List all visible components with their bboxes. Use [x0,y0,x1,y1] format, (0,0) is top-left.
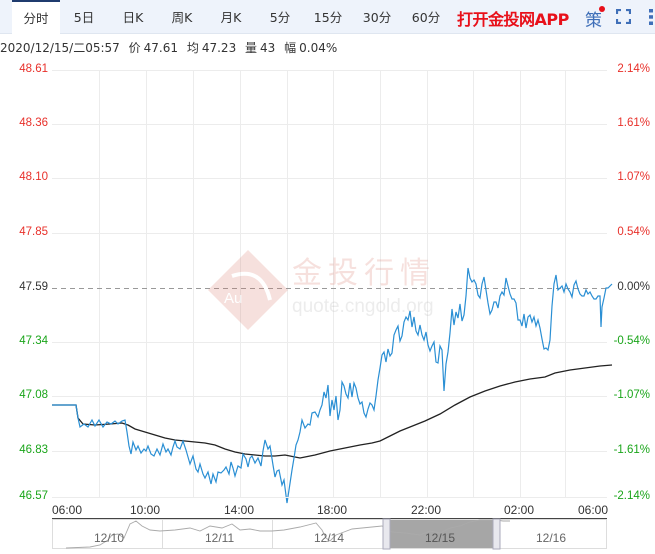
navigator-date-label: 12/14 [314,531,345,545]
y-axis-left-label: 48.36 [19,117,48,129]
tab-daily-k[interactable]: 日K [122,10,144,25]
navigator-selected-range[interactable] [386,520,496,548]
info-change-label: 幅 [284,41,297,55]
tab-5min[interactable]: 5分 [269,10,291,25]
x-axis-label: 06:00 [52,503,83,517]
info-price-label: 价 [128,41,141,55]
y-axis-right-label: -0.54% [613,335,650,347]
y-axis-right-label: -1.07% [613,389,650,401]
x-axis-label: 02:00 [504,503,535,517]
svg-text:金投行情: 金投行情 [292,256,436,291]
x-axis-label: 18:00 [317,503,348,517]
info-avg: 47.23 [201,41,237,55]
y-axis-left-label: 47.34 [19,335,48,347]
navigator-date-label: 12/15 [425,531,456,545]
x-axis-label: 22:00 [411,503,442,517]
y-axis-right-label: 1.61% [617,117,650,129]
y-axis-left-label: 46.83 [19,444,48,456]
vertical-gridlines [99,70,566,497]
y-axis-right-label: -1.61% [613,444,650,456]
y-axis-left-label: 47.59 [19,281,48,293]
y-axis-right-label: 0.00% [617,281,650,293]
watermark: Au 金投行情 quote.cngold.org [208,250,436,330]
period-tab-bar: 分时 5日 日K 周K 月K 5分 15分 30分 60分 打开金投网APP 策 [0,0,655,34]
info-price: 47.61 [143,41,178,55]
navigator-date-label: 12/11 [205,531,235,545]
y-axis-left-label: 48.10 [19,171,48,183]
navigator-date-label: 12/16 [536,531,567,545]
x-axis-label: 10:00 [130,503,161,517]
quote-info-line: 2020/12/15/二05:57 价 47.61 均 47.23 量 43 幅 0.0… [0,39,342,56]
tab-monthly-k[interactable]: 月K [220,10,242,25]
y-axis-right-label: -2.14% [613,490,650,502]
y-axis-left-label: 48.61 [19,63,48,75]
average-price-line [52,364,613,459]
svg-text:quote.cngold.org: quote.cngold.org [292,296,434,317]
more-vertical-icon[interactable] [649,9,653,25]
info-datetime: 2020/12/15/二05:57 [0,41,120,55]
tab-weekly-k[interactable]: 周K [171,10,193,25]
y-axis-right-label: 0.54% [617,226,650,238]
x-axis-label: 14:00 [224,503,255,517]
y-axis-left-label: 47.85 [19,226,48,238]
price-line [52,267,613,504]
strategy-icon[interactable]: 策 [585,11,602,31]
fullscreen-icon[interactable] [616,9,631,24]
tab-60min[interactable]: 60分 [411,10,441,25]
info-avg-label: 均 [186,41,199,55]
svg-text:Au: Au [224,290,242,307]
navigator-frame [52,519,607,549]
navigator-right-handle[interactable] [492,518,501,550]
y-axis-left-label: 47.08 [19,389,48,401]
open-app-link[interactable]: 打开金投网APP [457,10,569,29]
info-volume: 43 [260,41,276,55]
tab-15min[interactable]: 15分 [313,10,343,25]
tab-30min[interactable]: 30分 [362,10,392,25]
navigator-date-label: 12/10 [94,531,125,545]
info-volume-label: 量 [245,41,258,55]
navigator-left-handle[interactable] [382,518,391,550]
notification-dot [599,6,605,12]
watermark-logo-icon [208,250,288,330]
y-axis-right-label: 2.14% [617,63,650,75]
y-axis-left-label: 46.57 [19,490,48,502]
navigator-preview-line [65,519,510,549]
tab-intraday[interactable]: 分时 [12,0,60,34]
tab-5day[interactable]: 5日 [73,10,95,25]
y-axis-right-label: 1.07% [617,171,650,183]
info-change: 0.04% [299,41,338,55]
x-axis-label: 06:00 [578,503,609,517]
range-navigator[interactable] [52,518,607,550]
